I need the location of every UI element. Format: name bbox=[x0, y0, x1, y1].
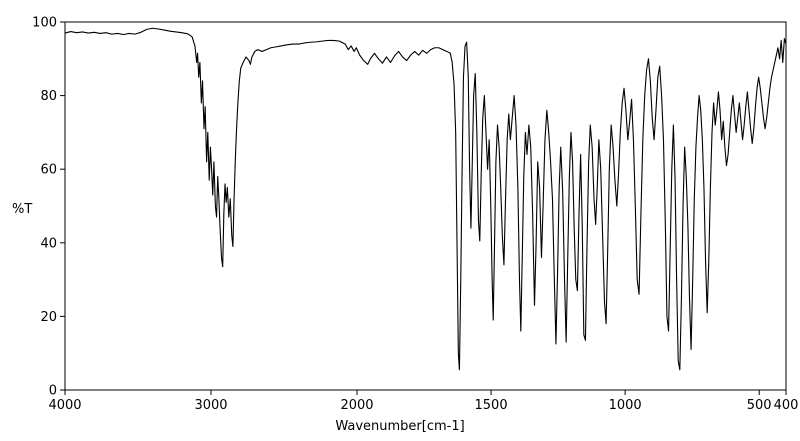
x-tick-label: 500 bbox=[747, 398, 772, 413]
x-tick-label: 2000 bbox=[340, 398, 373, 413]
x-tick-label: 400 bbox=[774, 398, 799, 413]
plot-frame bbox=[64, 21, 787, 391]
x-tick-label: 1500 bbox=[475, 398, 508, 413]
spectrum-trace bbox=[64, 27, 787, 371]
x-tick-label: 4000 bbox=[48, 398, 81, 413]
y-tick-label: 80 bbox=[40, 89, 57, 104]
x-tick-label: 3000 bbox=[194, 398, 227, 413]
x-tick-label: 1000 bbox=[609, 398, 642, 413]
y-tick-label: 0 bbox=[49, 384, 57, 399]
y-tick-label: 100 bbox=[32, 16, 57, 31]
y-tick-label: 20 bbox=[40, 310, 57, 325]
x-axis-ticks: 4000 3000 2000 1500 1000 500 400 bbox=[48, 390, 798, 413]
y-axis-label: %T bbox=[12, 202, 32, 217]
y-tick-label: 40 bbox=[40, 236, 57, 251]
x-axis-label: Wavenumber[cm-1] bbox=[335, 419, 464, 434]
y-axis-ticks: 0 20 40 60 80 100 bbox=[32, 16, 65, 399]
y-tick-label: 60 bbox=[40, 163, 57, 178]
